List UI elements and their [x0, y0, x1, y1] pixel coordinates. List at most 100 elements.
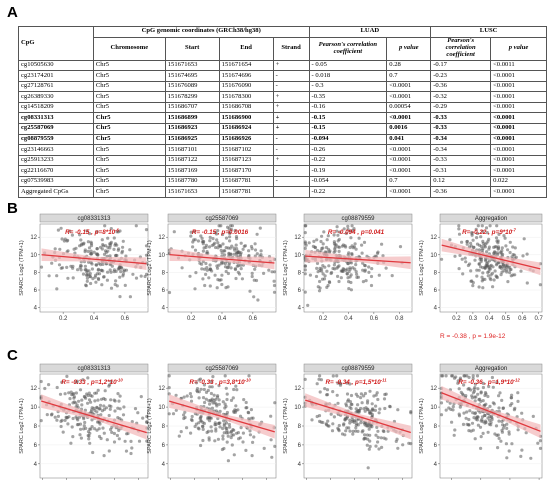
y-tick-label: 6	[34, 443, 38, 449]
scatter-point	[129, 451, 133, 456]
table-cell-cpg: cg25913233	[18, 154, 94, 167]
scatter-point	[361, 280, 365, 284]
y-axis-label: SPARC Log2 (TPM+1)	[419, 398, 425, 454]
scatter-point	[216, 241, 220, 245]
scatter-point	[228, 235, 232, 239]
scatter-point	[96, 268, 100, 272]
scatter-point	[354, 263, 358, 267]
table-cell-luad-r: -0.22	[308, 186, 388, 199]
scatter-point	[303, 268, 307, 272]
scatter-point	[79, 436, 83, 440]
scatter-point	[335, 229, 339, 233]
correlation-annotation: R= -0.094 , p=0.041	[328, 229, 385, 236]
scatter-point	[200, 267, 204, 271]
scatter-point	[219, 248, 223, 252]
scatter-point	[336, 401, 340, 405]
scatter-point	[202, 387, 206, 392]
scatter-point	[65, 374, 69, 378]
scatter-point	[126, 431, 130, 436]
scatter-point	[98, 422, 102, 426]
scatter-point	[440, 257, 444, 261]
y-axis-label: SPARC Log2 (TPM+1)	[283, 240, 289, 296]
scatter-point	[485, 261, 489, 266]
scatter-point	[107, 384, 111, 388]
scatter-point	[85, 273, 89, 277]
scatter-point	[367, 270, 371, 274]
table-cell-strand: -	[272, 144, 310, 156]
scatter-point	[348, 405, 352, 409]
scatter-point	[365, 443, 369, 447]
scatter-point	[354, 407, 358, 411]
scatter-point	[145, 439, 149, 443]
scatter-point	[203, 400, 207, 405]
table-cell-lusc-r: -0.36	[430, 80, 492, 93]
scatter-point	[204, 272, 208, 276]
table-cell-lusc-r: -0.34	[430, 133, 492, 146]
panel-label-a: A	[7, 4, 18, 21]
scatter-point	[363, 433, 367, 437]
scatter-point	[502, 234, 506, 238]
scatter-point	[174, 393, 178, 397]
correlation-annotation: R= -0.36 , p=1,9*10-12	[458, 378, 520, 387]
scatter-point	[270, 270, 274, 274]
scatter-point	[485, 250, 489, 254]
scatter-point	[320, 234, 324, 238]
table-cell-start: 151687101	[164, 144, 220, 156]
scatter-point	[308, 273, 312, 277]
scatter-point	[337, 264, 341, 268]
scatter-point	[348, 400, 352, 404]
scatter-point	[325, 285, 329, 289]
scatter-point	[343, 244, 347, 248]
scatter-point	[356, 275, 360, 279]
table-cell-chr: Chr5	[92, 165, 166, 177]
scatter-point	[481, 431, 485, 435]
y-tick-label: 10	[158, 405, 165, 411]
scatter-point	[303, 246, 307, 250]
scatter-point	[477, 285, 481, 289]
fit-line	[305, 399, 411, 434]
table-cell-end: 151687781	[218, 186, 274, 199]
scatter-point	[349, 273, 353, 277]
scatter-point	[273, 444, 277, 448]
scatter-point	[247, 253, 251, 258]
scatter-point	[167, 374, 171, 378]
y-tick-label: 12	[294, 386, 301, 392]
scatter-point	[481, 271, 485, 275]
scatter-point	[460, 257, 464, 261]
table-cell-strand	[272, 186, 310, 199]
scatter-point	[182, 413, 186, 417]
scatter-point	[89, 249, 93, 253]
scatter-point	[346, 227, 350, 231]
scatter-point	[87, 391, 91, 395]
scatter-point	[538, 439, 543, 443]
table-cell-luad-p: <0.0001	[386, 80, 432, 93]
scatter-point	[214, 427, 218, 431]
scatter-point	[179, 430, 183, 434]
scatter-point	[94, 263, 99, 267]
sub-chromosome: Chromosome	[92, 36, 166, 61]
scatter-point	[236, 250, 240, 254]
scatter-point	[85, 392, 89, 396]
scatter-point	[114, 269, 118, 273]
scatter-point	[497, 394, 501, 398]
scatter-point	[475, 231, 480, 236]
scatter-point	[354, 426, 358, 430]
table-cell-cpg: cg25587069	[18, 123, 94, 135]
table-cell-lusc-r: -0.36	[430, 186, 492, 199]
scatter-point	[81, 378, 85, 382]
plot-frame	[167, 223, 277, 313]
scatter-point	[483, 391, 488, 395]
scatter-point	[221, 434, 225, 438]
sub-lusc-pearson: Pearson's correlation coefficient	[430, 36, 492, 61]
scatter-point	[92, 250, 96, 254]
scatter-point	[349, 402, 353, 406]
scatter-point	[538, 283, 543, 287]
y-tick-label: 4	[34, 306, 38, 312]
table-cell-cpg: cg10505630	[18, 59, 94, 72]
scatter-point	[458, 378, 462, 382]
scatter-point	[239, 241, 243, 245]
scatter-point	[382, 397, 387, 401]
scatter-point	[489, 423, 493, 427]
scatter-point	[209, 379, 213, 384]
